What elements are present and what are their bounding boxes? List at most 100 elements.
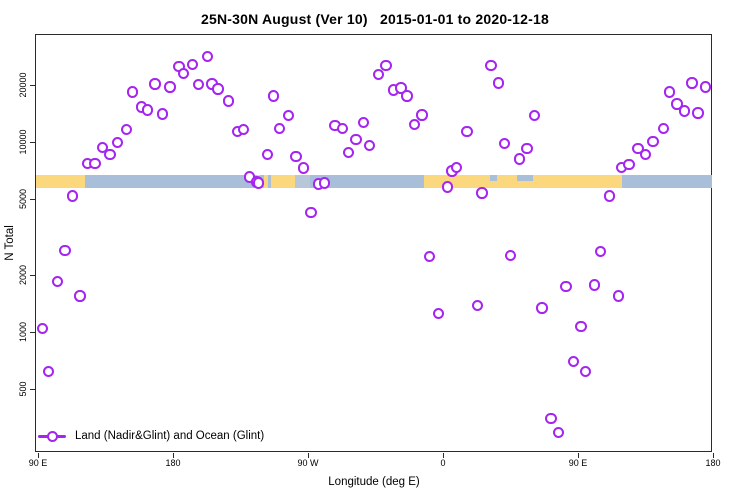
data-point xyxy=(357,116,370,129)
surface-band-notch-ocean xyxy=(516,175,533,181)
data-point xyxy=(579,365,592,378)
data-point xyxy=(545,412,557,425)
data-point xyxy=(603,190,616,202)
data-point xyxy=(318,177,331,189)
data-point xyxy=(372,68,385,80)
data-point xyxy=(567,355,580,368)
data-point xyxy=(192,79,205,91)
data-point xyxy=(461,125,473,138)
data-point xyxy=(282,110,295,122)
data-point xyxy=(663,86,676,98)
data-point xyxy=(692,107,704,119)
data-point xyxy=(141,104,154,116)
data-point xyxy=(186,58,199,70)
x-axis-tick xyxy=(713,453,714,458)
data-point xyxy=(401,90,413,102)
data-point xyxy=(273,122,286,135)
data-point xyxy=(290,150,302,162)
data-point xyxy=(588,279,601,291)
surface-band-segment-land xyxy=(35,175,85,188)
data-point xyxy=(639,149,652,161)
data-point xyxy=(120,123,133,136)
y-axis-tick-label: 10000 xyxy=(18,129,28,155)
x-axis-tick-label: 90 E xyxy=(568,458,588,468)
x-axis-label: Longitude (deg E) xyxy=(328,476,420,488)
surface-band-segment-ocean xyxy=(267,175,272,188)
data-point xyxy=(395,82,407,94)
surface-band-segment-ocean xyxy=(84,175,257,188)
x-axis-tick xyxy=(38,453,39,458)
data-point xyxy=(471,299,484,312)
data-point xyxy=(423,250,436,263)
x-axis-tick-label: 90 E xyxy=(28,458,48,468)
surface-band-notch-ocean xyxy=(489,175,497,181)
data-point xyxy=(111,136,124,149)
x-axis-tick-label: 180 xyxy=(165,458,181,468)
data-point xyxy=(678,105,691,117)
data-point xyxy=(623,158,635,170)
data-point xyxy=(521,142,533,155)
data-point xyxy=(536,302,548,314)
data-point xyxy=(297,162,310,174)
data-point xyxy=(647,135,659,148)
data-point xyxy=(408,118,421,131)
surface-band-segment-ocean xyxy=(309,175,425,188)
data-point xyxy=(699,81,712,93)
data-point xyxy=(492,77,505,89)
data-point xyxy=(441,181,454,193)
data-point xyxy=(156,108,169,120)
data-point xyxy=(632,142,644,155)
data-point xyxy=(237,123,250,136)
data-point xyxy=(416,109,428,121)
plot-area-border xyxy=(35,34,712,452)
data-point xyxy=(575,320,587,333)
y-axis-tick-label: 5000 xyxy=(18,189,28,210)
x-axis-tick-label: 180 xyxy=(705,458,721,468)
data-point xyxy=(476,187,488,199)
y-axis-tick xyxy=(30,84,35,86)
surface-band-segment-land xyxy=(424,175,622,188)
data-point xyxy=(177,67,190,79)
surface-band-segment-land xyxy=(271,175,295,188)
y-axis-tick xyxy=(30,199,35,201)
x-axis-tick-label: 0 xyxy=(440,458,446,468)
data-point xyxy=(42,365,55,378)
x-axis-tick-label: 90 W xyxy=(297,458,319,468)
x-axis-tick xyxy=(173,453,174,458)
data-point xyxy=(305,207,317,219)
data-point xyxy=(380,59,392,71)
data-point xyxy=(74,290,86,302)
data-point xyxy=(513,153,526,165)
y-axis-tick-label: 500 xyxy=(18,381,28,397)
y-axis-tick xyxy=(30,142,35,143)
data-point xyxy=(51,275,64,288)
legend: Land (Nadir&Glint) and Ocean (Glint) xyxy=(38,428,264,444)
surface-band-segment-land xyxy=(263,175,268,188)
data-point xyxy=(104,149,116,161)
chart-title: 25N-30N August (Ver 10) 2015-01-01 to 20… xyxy=(201,11,549,27)
y-axis-tick xyxy=(30,332,35,333)
data-point xyxy=(336,122,349,135)
legend-marker-icon xyxy=(38,430,66,442)
x-axis-tick xyxy=(578,453,579,458)
data-point xyxy=(222,95,235,107)
data-point xyxy=(164,81,176,93)
data-point xyxy=(36,323,49,335)
data-point xyxy=(261,148,274,161)
data-point xyxy=(126,86,139,98)
y-axis-tick-label: 1000 xyxy=(18,321,28,343)
data-point xyxy=(485,59,497,71)
data-point xyxy=(252,177,265,189)
data-point xyxy=(342,146,355,159)
data-point xyxy=(560,281,572,293)
data-point xyxy=(201,50,214,63)
data-point xyxy=(657,122,670,135)
data-point xyxy=(350,133,362,146)
data-point xyxy=(612,290,625,302)
data-point xyxy=(686,77,698,89)
data-point xyxy=(212,83,224,95)
legend-label: Land (Nadir&Glint) and Ocean (Glint) xyxy=(75,430,265,442)
data-point xyxy=(96,141,109,154)
data-point xyxy=(450,161,463,173)
data-point xyxy=(504,249,517,262)
